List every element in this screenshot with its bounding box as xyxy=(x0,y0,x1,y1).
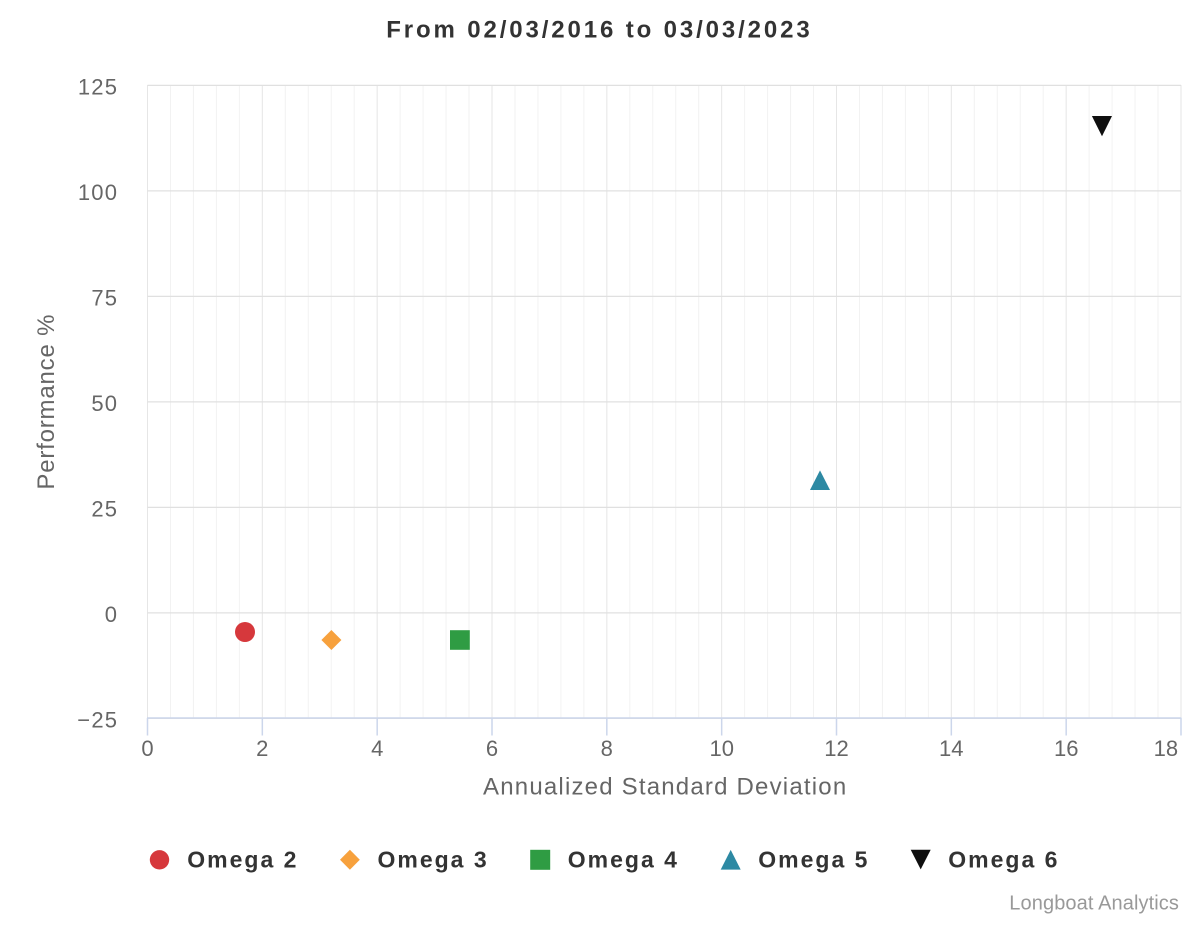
svg-text:75: 75 xyxy=(91,286,118,311)
svg-text:Longboat Analytics: Longboat Analytics xyxy=(1009,893,1179,915)
svg-text:12: 12 xyxy=(824,736,848,761)
svg-text:Performance %: Performance % xyxy=(33,314,60,490)
svg-text:0: 0 xyxy=(141,736,153,761)
svg-text:Omega 2: Omega 2 xyxy=(187,846,298,872)
svg-text:50: 50 xyxy=(91,391,118,416)
svg-text:0: 0 xyxy=(105,602,118,627)
svg-text:Omega 4: Omega 4 xyxy=(568,846,679,872)
svg-text:Omega 5: Omega 5 xyxy=(758,846,869,872)
svg-text:4: 4 xyxy=(371,736,383,761)
svg-text:Omega 6: Omega 6 xyxy=(948,846,1059,872)
svg-text:100: 100 xyxy=(78,180,118,205)
svg-text:From 02/03/2016 to 03/03/2023: From 02/03/2016 to 03/03/2023 xyxy=(386,17,812,44)
svg-text:6: 6 xyxy=(486,736,498,761)
svg-text:18: 18 xyxy=(1154,736,1178,761)
svg-text:Omega 3: Omega 3 xyxy=(378,846,489,872)
svg-text:14: 14 xyxy=(939,736,963,761)
svg-text:16: 16 xyxy=(1054,736,1078,761)
svg-text:25: 25 xyxy=(91,497,118,522)
svg-text:2: 2 xyxy=(256,736,268,761)
svg-text:8: 8 xyxy=(601,736,613,761)
svg-text:Annualized Standard Deviation: Annualized Standard Deviation xyxy=(483,774,847,801)
svg-text:−25: −25 xyxy=(77,708,118,733)
svg-text:125: 125 xyxy=(78,75,118,100)
svg-text:10: 10 xyxy=(709,736,733,761)
